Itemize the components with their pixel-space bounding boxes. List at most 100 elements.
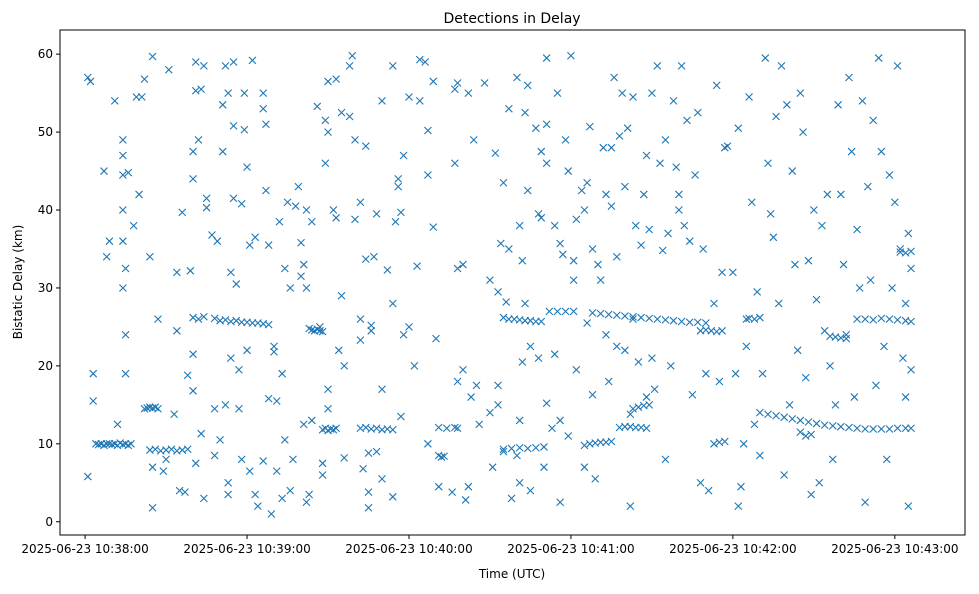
data-point <box>283 198 292 207</box>
data-point <box>780 471 789 479</box>
data-point <box>197 85 206 94</box>
data-point <box>591 475 600 483</box>
data-point <box>553 307 562 316</box>
data-point <box>388 61 397 70</box>
data-point <box>429 223 438 232</box>
data-point <box>561 135 570 144</box>
data-point <box>861 498 870 507</box>
data-point <box>229 194 238 203</box>
data-point <box>167 445 176 454</box>
data-point <box>332 75 341 83</box>
data-point <box>869 425 878 433</box>
data-point <box>710 439 718 448</box>
data-point <box>302 284 311 292</box>
data-point <box>286 284 295 292</box>
data-point <box>140 404 149 413</box>
data-point <box>86 77 95 86</box>
data-point <box>488 463 497 472</box>
data-point <box>631 221 640 230</box>
data-point <box>218 100 227 109</box>
data-point <box>885 171 894 179</box>
data-point <box>569 256 578 265</box>
data-point <box>518 256 527 265</box>
y-tick-label: 30 <box>38 281 53 295</box>
data-point <box>742 342 751 351</box>
data-point <box>877 147 886 156</box>
data-point <box>415 55 424 64</box>
data-point <box>515 443 524 452</box>
data-point <box>812 295 821 304</box>
data-point <box>653 315 662 324</box>
data-point <box>237 455 246 464</box>
data-point <box>604 310 613 319</box>
data-point <box>183 371 192 380</box>
data-point <box>245 241 254 249</box>
data-point <box>718 268 726 277</box>
data-point <box>542 159 551 168</box>
data-point <box>199 494 208 503</box>
data-point <box>588 390 597 399</box>
data-point <box>183 445 192 454</box>
data-point <box>567 51 575 60</box>
data-point <box>291 202 300 211</box>
data-point <box>637 241 645 249</box>
data-point <box>818 221 826 230</box>
data-point <box>240 89 249 98</box>
data-point <box>140 75 149 83</box>
data-point <box>890 198 899 207</box>
data-point <box>372 210 381 218</box>
data-point <box>696 478 705 487</box>
data-point <box>199 61 208 70</box>
data-point <box>208 231 216 239</box>
data-point <box>289 455 297 464</box>
data-point <box>259 457 268 465</box>
data-point <box>804 256 813 265</box>
data-point <box>302 206 311 214</box>
x-tick-label: 2025-06-23 10:43:00 <box>831 542 958 556</box>
data-point <box>583 178 592 187</box>
data-point <box>801 432 810 440</box>
data-point <box>278 494 287 503</box>
data-point <box>124 168 133 177</box>
data-point <box>345 61 354 70</box>
data-point <box>251 490 260 499</box>
y-axis-ticks: 0 10 20 30 40 50 60 <box>38 47 60 529</box>
data-point <box>121 369 130 378</box>
data-point <box>245 467 254 475</box>
data-point <box>731 369 740 378</box>
data-point <box>148 52 157 61</box>
data-point <box>691 171 699 179</box>
data-point <box>275 217 284 226</box>
data-point <box>464 89 473 98</box>
data-point <box>907 424 915 433</box>
x-tick-label: 2025-06-23 10:42:00 <box>669 542 796 556</box>
data-point <box>612 311 621 320</box>
data-point <box>594 260 602 269</box>
data-point <box>645 225 654 234</box>
data-point <box>553 89 562 98</box>
data-point <box>580 206 589 214</box>
data-point <box>661 455 670 464</box>
data-point <box>210 314 219 323</box>
data-point <box>226 268 235 277</box>
data-point <box>356 315 365 324</box>
data-point <box>537 317 546 326</box>
data-point <box>885 315 894 324</box>
data-point <box>224 478 233 487</box>
data-point <box>278 369 287 378</box>
data-point <box>675 190 683 199</box>
data-point <box>718 326 726 335</box>
data-point <box>634 403 643 412</box>
data-point <box>907 264 915 273</box>
data-point <box>531 124 540 133</box>
data-point <box>869 116 878 125</box>
data-point <box>596 309 605 318</box>
data-point <box>118 171 127 179</box>
data-point <box>89 397 98 405</box>
data-point <box>262 120 270 129</box>
data-point <box>823 190 832 199</box>
data-point <box>499 445 508 454</box>
data-point <box>318 471 327 479</box>
data-point <box>264 241 273 249</box>
data-point <box>515 416 524 425</box>
